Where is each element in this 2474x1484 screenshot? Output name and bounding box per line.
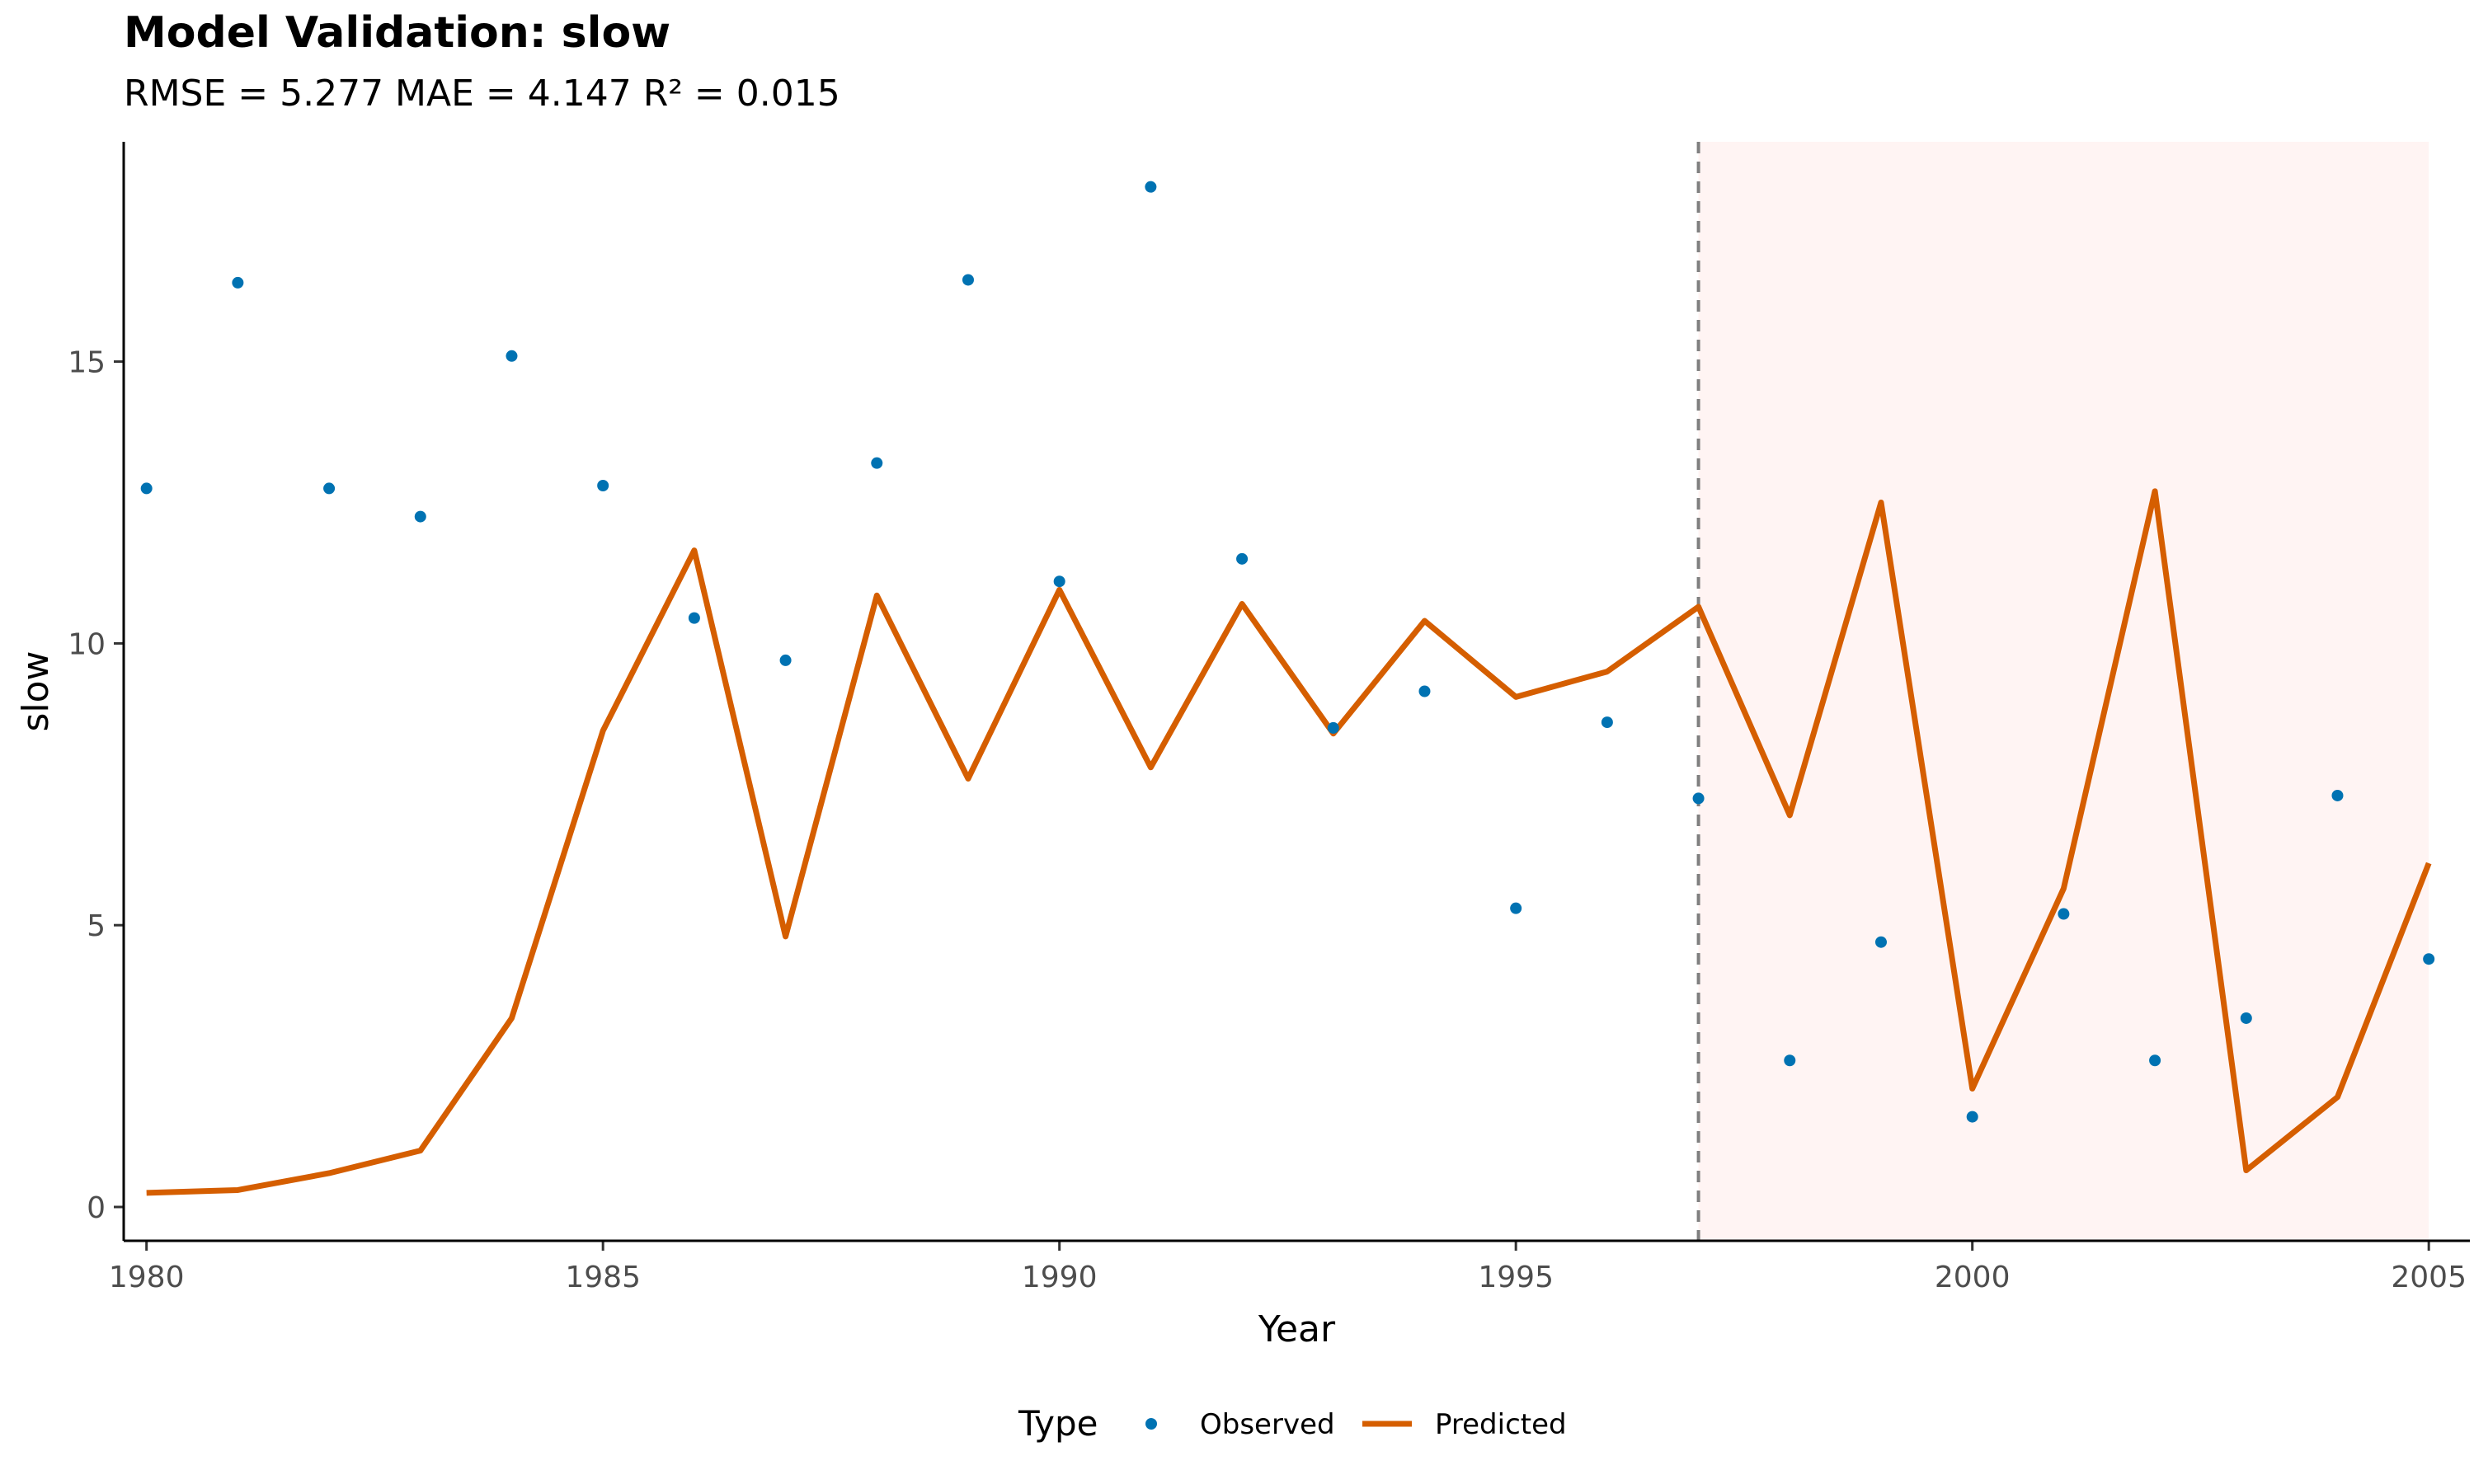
- observed-point: [506, 350, 518, 362]
- y-tick-label: 5: [87, 909, 106, 943]
- y-tick-label: 10: [68, 627, 106, 661]
- legend-observed-key: [1145, 1418, 1157, 1430]
- observed-point: [232, 276, 244, 289]
- legend-predicted-label: Predicted: [1435, 1408, 1567, 1441]
- x-tick-label: 2005: [2391, 1261, 2467, 1294]
- observed-point: [1874, 936, 1887, 948]
- observed-point: [1601, 716, 1613, 729]
- predicted-series-line: [146, 488, 2432, 1196]
- y-tick-label: 0: [87, 1191, 106, 1225]
- observed-point: [1692, 792, 1705, 805]
- x-tick-label: 1980: [109, 1261, 185, 1294]
- observed-point: [779, 654, 792, 666]
- observed-point: [1510, 902, 1522, 914]
- observed-point: [597, 479, 609, 491]
- axis-ticks: 1980 1985 1990 1995 2000 2005 0 5 10 15: [68, 346, 2467, 1294]
- observed-point: [1053, 575, 1065, 588]
- observed-point: [871, 457, 883, 469]
- observed-point: [962, 274, 974, 286]
- observed-point: [688, 612, 700, 624]
- x-tick-label: 1990: [1022, 1261, 1098, 1294]
- validation-period-band: [1698, 142, 2429, 1241]
- observed-point: [1418, 685, 1431, 697]
- observed-point: [2423, 953, 2435, 965]
- observed-point: [1327, 721, 1339, 734]
- observed-point: [2240, 1012, 2252, 1024]
- observed-point: [1784, 1054, 1796, 1067]
- observed-point: [2149, 1054, 2161, 1067]
- observed-point: [1966, 1111, 1978, 1123]
- y-axis-title: slow: [15, 650, 57, 731]
- observed-point: [1145, 181, 1157, 193]
- legend: Type Observed Predicted: [1018, 1403, 1567, 1444]
- chart-title: Model Validation: slow: [124, 8, 671, 58]
- observed-point: [140, 482, 153, 495]
- legend-observed-label: Observed: [1200, 1408, 1335, 1441]
- x-axis-title: Year: [1258, 1308, 1336, 1350]
- legend-title: Type: [1018, 1403, 1098, 1444]
- chart-subtitle: RMSE = 5.277 MAE = 4.147 R² = 0.015: [124, 73, 840, 115]
- observed-point: [414, 510, 426, 523]
- y-tick-label: 15: [68, 346, 106, 380]
- x-tick-label: 2000: [1935, 1261, 2011, 1294]
- x-tick-label: 1995: [1478, 1261, 1554, 1294]
- observed-series-points: [140, 181, 2435, 1123]
- observed-point: [2058, 908, 2070, 920]
- observed-point: [1236, 552, 1249, 565]
- observed-point: [323, 482, 336, 495]
- x-tick-label: 1985: [565, 1261, 641, 1294]
- observed-point: [2331, 789, 2344, 801]
